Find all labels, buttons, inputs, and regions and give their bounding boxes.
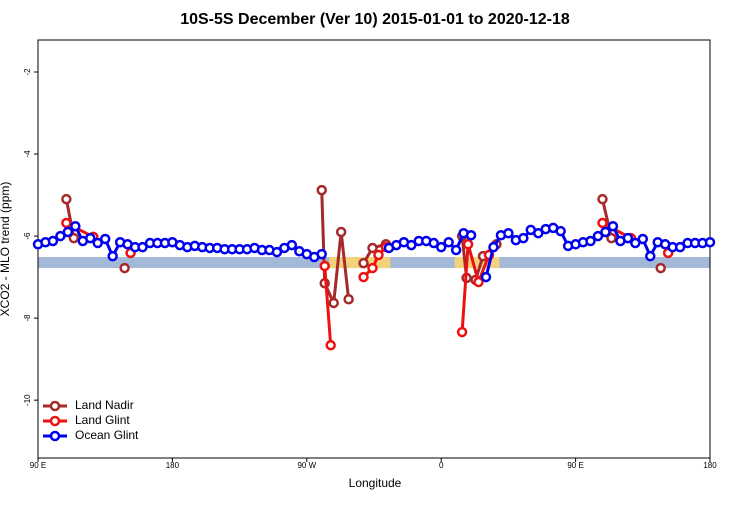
point bbox=[533, 227, 544, 239]
point bbox=[325, 339, 336, 351]
point bbox=[271, 246, 283, 258]
point bbox=[47, 235, 59, 247]
land-segment bbox=[454, 256, 500, 269]
point bbox=[367, 242, 378, 254]
y-tick-label: -10 bbox=[23, 394, 32, 406]
x-tick-label: 90 W bbox=[297, 461, 316, 470]
y-tick-label: -8 bbox=[23, 314, 32, 322]
point bbox=[622, 232, 634, 244]
point bbox=[503, 227, 514, 239]
x-axis-label: Longitude bbox=[349, 476, 402, 490]
point bbox=[61, 217, 72, 229]
point bbox=[137, 241, 148, 253]
x-tick-label: 180 bbox=[166, 461, 180, 470]
point bbox=[328, 297, 339, 309]
point bbox=[456, 326, 468, 338]
legend-marker bbox=[49, 430, 61, 442]
point bbox=[99, 233, 111, 245]
legend-label: Ocean Glint bbox=[75, 428, 139, 442]
point bbox=[319, 278, 330, 289]
point bbox=[319, 260, 330, 272]
point bbox=[85, 232, 96, 244]
point bbox=[406, 239, 417, 251]
point bbox=[443, 236, 454, 248]
point bbox=[450, 244, 462, 256]
point bbox=[555, 225, 566, 237]
point bbox=[518, 232, 529, 244]
point bbox=[600, 226, 611, 238]
point bbox=[316, 184, 327, 196]
point bbox=[358, 257, 369, 269]
point bbox=[435, 241, 447, 253]
x-tick-label: 90 E bbox=[567, 461, 583, 470]
point bbox=[704, 236, 716, 248]
point bbox=[373, 249, 384, 261]
point bbox=[92, 237, 103, 249]
point bbox=[597, 217, 608, 229]
point bbox=[343, 294, 354, 305]
point bbox=[358, 271, 369, 283]
point bbox=[488, 241, 499, 253]
point bbox=[70, 220, 81, 232]
point bbox=[465, 230, 477, 241]
point bbox=[655, 262, 666, 274]
point bbox=[606, 232, 617, 244]
y-tick-label: -2 bbox=[23, 68, 32, 76]
point bbox=[286, 239, 298, 251]
point bbox=[473, 276, 484, 288]
x-tick-label: 180 bbox=[703, 461, 717, 470]
point bbox=[607, 220, 619, 232]
point bbox=[637, 233, 649, 245]
point bbox=[316, 248, 327, 260]
point bbox=[68, 232, 80, 244]
legend-label: Land Glint bbox=[75, 413, 130, 427]
x-tick-label: 90 E bbox=[30, 461, 46, 470]
x-tick-label: 0 bbox=[439, 461, 444, 470]
point bbox=[119, 262, 130, 274]
legend-label: Land Nadir bbox=[75, 398, 134, 412]
y-tick-label: -4 bbox=[23, 150, 32, 158]
point bbox=[645, 250, 656, 262]
point bbox=[597, 193, 608, 205]
point bbox=[674, 241, 686, 253]
point bbox=[62, 226, 74, 238]
point bbox=[61, 193, 72, 205]
y-axis-label: XCO2 - MLO trend (ppm) bbox=[0, 182, 12, 317]
point bbox=[585, 235, 596, 247]
point bbox=[335, 226, 347, 238]
point bbox=[592, 230, 604, 242]
point bbox=[55, 230, 66, 242]
legend-marker bbox=[49, 400, 61, 412]
chart-title: 10S-5S December (Ver 10) 2015-01-01 to 2… bbox=[180, 11, 570, 28]
point bbox=[367, 262, 378, 274]
point bbox=[428, 237, 439, 249]
y-tick-label: -6 bbox=[23, 232, 32, 240]
point bbox=[630, 237, 641, 249]
point bbox=[107, 250, 118, 262]
point bbox=[480, 271, 492, 283]
legend-marker bbox=[49, 415, 61, 427]
point bbox=[462, 239, 474, 250]
